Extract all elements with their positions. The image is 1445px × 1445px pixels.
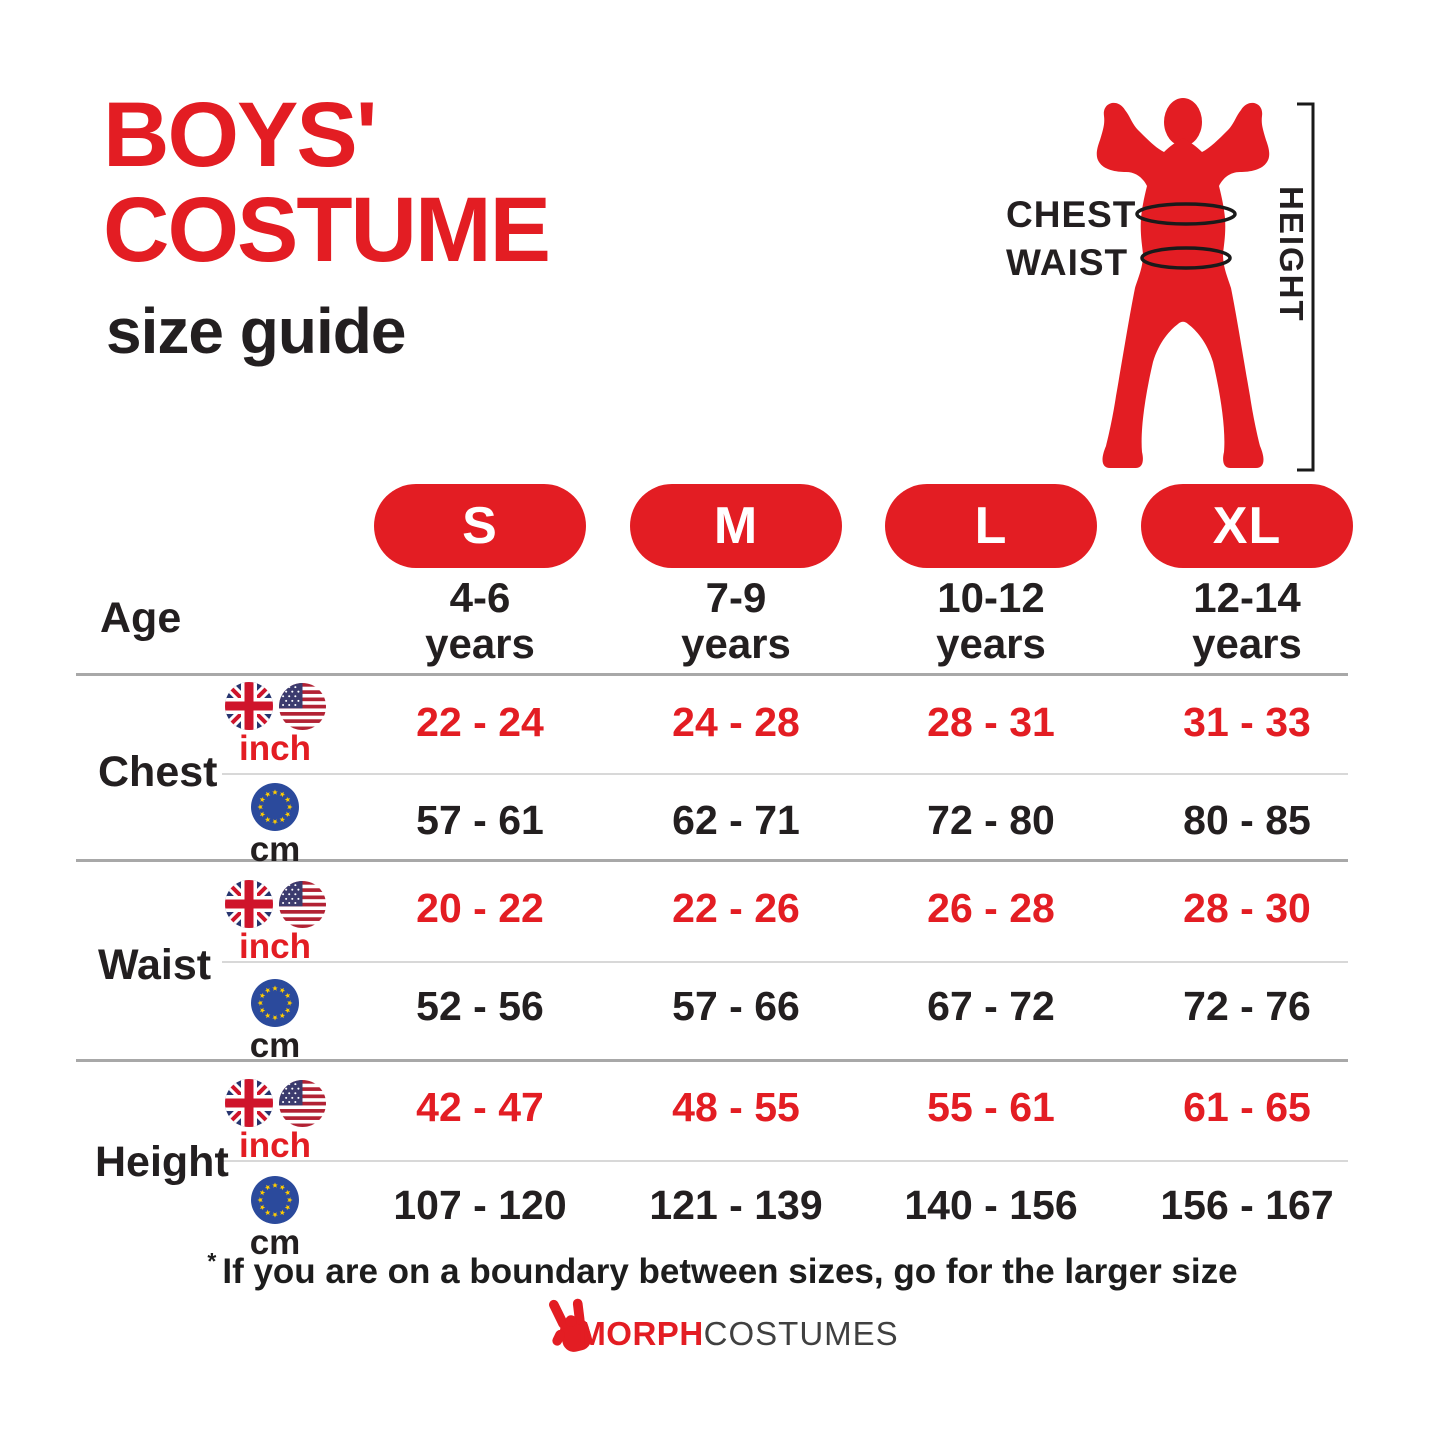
imperial-flags bbox=[200, 1079, 350, 1127]
logo-morph-text: MORPH bbox=[578, 1315, 704, 1352]
chest-cm-xl: 80 - 85 bbox=[1183, 797, 1311, 843]
uk-flag-icon bbox=[224, 1079, 273, 1127]
chest-inch-m: 24 - 28 bbox=[672, 699, 800, 745]
age-unit: years bbox=[1192, 620, 1302, 667]
unit-cm-label: cm bbox=[249, 830, 301, 869]
height-inch-xl: 61 - 65 bbox=[1183, 1084, 1311, 1130]
footnote-marker: * bbox=[207, 1248, 217, 1274]
morphcostumes-logo: MORPHCOSTUMES bbox=[546, 1292, 898, 1362]
chest-inch-l: 28 - 31 bbox=[927, 699, 1055, 745]
waist-cm-s: 52 - 56 bbox=[416, 983, 544, 1029]
age-range: 12-14 bbox=[1193, 574, 1301, 621]
age-value-l: 10-12 years bbox=[871, 575, 1111, 667]
age-row-label: Age bbox=[100, 594, 182, 642]
imperial-flags bbox=[200, 880, 350, 928]
waist-inch-l: 26 - 28 bbox=[927, 885, 1055, 931]
waist-measure-ellipse bbox=[1140, 246, 1232, 270]
footnote-text: If you are on a boundary between sizes, … bbox=[222, 1252, 1238, 1291]
diagram-waist-label: WAIST bbox=[1006, 242, 1129, 283]
age-range: 7-9 bbox=[705, 574, 767, 621]
age-value-s: 4-6 years bbox=[360, 575, 600, 667]
height-inch-l: 55 - 61 bbox=[927, 1084, 1055, 1130]
uk-flag-icon bbox=[224, 880, 273, 928]
diagram-chest-label: CHEST bbox=[1006, 194, 1137, 235]
size-pill-s: S bbox=[374, 484, 586, 568]
height-cm-l: 140 - 156 bbox=[904, 1182, 1078, 1228]
waist-cm-unit-cell: cm bbox=[200, 979, 350, 1064]
chest-cm-l: 72 - 80 bbox=[927, 797, 1055, 843]
waist-row-label: Waist bbox=[98, 941, 212, 989]
waist-cm-xl: 72 - 76 bbox=[1183, 983, 1311, 1029]
height-inch-s: 42 - 47 bbox=[416, 1084, 544, 1130]
chest-row-label: Chest bbox=[98, 748, 218, 796]
height-cm-m: 121 - 139 bbox=[649, 1182, 823, 1228]
waist-inch-unit-cell: inch bbox=[200, 880, 350, 965]
chest-cm-unit-cell: cm bbox=[200, 783, 350, 868]
age-range: 4-6 bbox=[449, 574, 511, 621]
waist-inch-xl: 28 - 30 bbox=[1183, 885, 1311, 931]
chest-inch-s: 22 - 24 bbox=[416, 699, 544, 745]
size-pill-xl: XL bbox=[1141, 484, 1353, 568]
waist-inch-m: 22 - 26 bbox=[672, 885, 800, 931]
body-silhouette-graphic bbox=[1096, 98, 1315, 472]
metric-flags bbox=[200, 979, 350, 1027]
chest-inch-xl: 31 - 33 bbox=[1183, 699, 1311, 745]
chest-inch-unit-cell: inch bbox=[200, 682, 350, 767]
waist-inch-s: 20 - 22 bbox=[416, 885, 544, 931]
size-pill-xl-label: XL bbox=[1212, 497, 1282, 555]
eu-flag-icon bbox=[251, 783, 299, 831]
separator-age-chest bbox=[76, 673, 1348, 676]
height-cm-unit-cell: cm bbox=[200, 1176, 350, 1261]
metric-flags bbox=[200, 783, 350, 831]
uk-flag-icon bbox=[224, 682, 273, 730]
rock-hand-icon bbox=[548, 1298, 591, 1352]
height-cm-s: 107 - 120 bbox=[393, 1182, 567, 1228]
age-value-xl: 12-14 years bbox=[1127, 575, 1367, 667]
us-flag-icon bbox=[278, 682, 326, 730]
logo-costumes-text: COSTUMES bbox=[703, 1315, 899, 1352]
title-line2: COSTUME bbox=[103, 179, 551, 281]
height-inch-unit-cell: inch bbox=[200, 1079, 350, 1164]
age-range: 10-12 bbox=[937, 574, 1045, 621]
chest-cm-s: 57 - 61 bbox=[416, 797, 544, 843]
eu-flag-icon bbox=[251, 979, 299, 1027]
waist-cm-m: 57 - 66 bbox=[672, 983, 800, 1029]
unit-inch-label: inch bbox=[239, 729, 311, 768]
imperial-flags bbox=[200, 682, 350, 730]
unit-inch-label: inch bbox=[239, 927, 311, 966]
size-pill-m: M bbox=[630, 484, 842, 568]
separator-height-units bbox=[222, 1160, 1348, 1162]
age-unit: years bbox=[936, 620, 1046, 667]
chest-measure-ellipse bbox=[1135, 202, 1237, 226]
age-value-m: 7-9 years bbox=[616, 575, 856, 667]
age-unit: years bbox=[425, 620, 535, 667]
waist-cm-l: 67 - 72 bbox=[927, 983, 1055, 1029]
us-flag-icon bbox=[278, 880, 326, 928]
height-bracket bbox=[1297, 102, 1315, 472]
height-cm-xl: 156 - 167 bbox=[1160, 1182, 1334, 1228]
separator-chest-units bbox=[222, 773, 1348, 775]
diagram-height-label: HEIGHT bbox=[1273, 186, 1310, 323]
separator-chest-waist bbox=[76, 859, 1348, 862]
eu-flag-icon bbox=[251, 1176, 299, 1224]
title-line1: BOYS' bbox=[103, 84, 378, 186]
size-pill-l: L bbox=[885, 484, 1097, 568]
boundary-footnote: * If you are on a boundary between sizes,… bbox=[0, 1248, 1445, 1292]
metric-flags bbox=[200, 1176, 350, 1224]
unit-cm-label: cm bbox=[249, 1223, 301, 1262]
size-pill-l-label: L bbox=[974, 497, 1008, 555]
unit-inch-label: inch bbox=[239, 1126, 311, 1165]
chest-cm-m: 62 - 71 bbox=[672, 797, 800, 843]
height-inch-m: 48 - 55 bbox=[672, 1084, 800, 1130]
us-flag-icon bbox=[278, 1079, 326, 1127]
size-pill-m-label: M bbox=[713, 497, 759, 555]
height-row-label: Height bbox=[95, 1138, 229, 1186]
title-subtitle: size guide bbox=[106, 295, 406, 367]
size-pill-s-label: S bbox=[462, 497, 498, 555]
separator-waist-height bbox=[76, 1059, 1348, 1062]
separator-waist-units bbox=[222, 961, 1348, 963]
age-unit: years bbox=[681, 620, 791, 667]
unit-cm-label: cm bbox=[249, 1026, 301, 1065]
